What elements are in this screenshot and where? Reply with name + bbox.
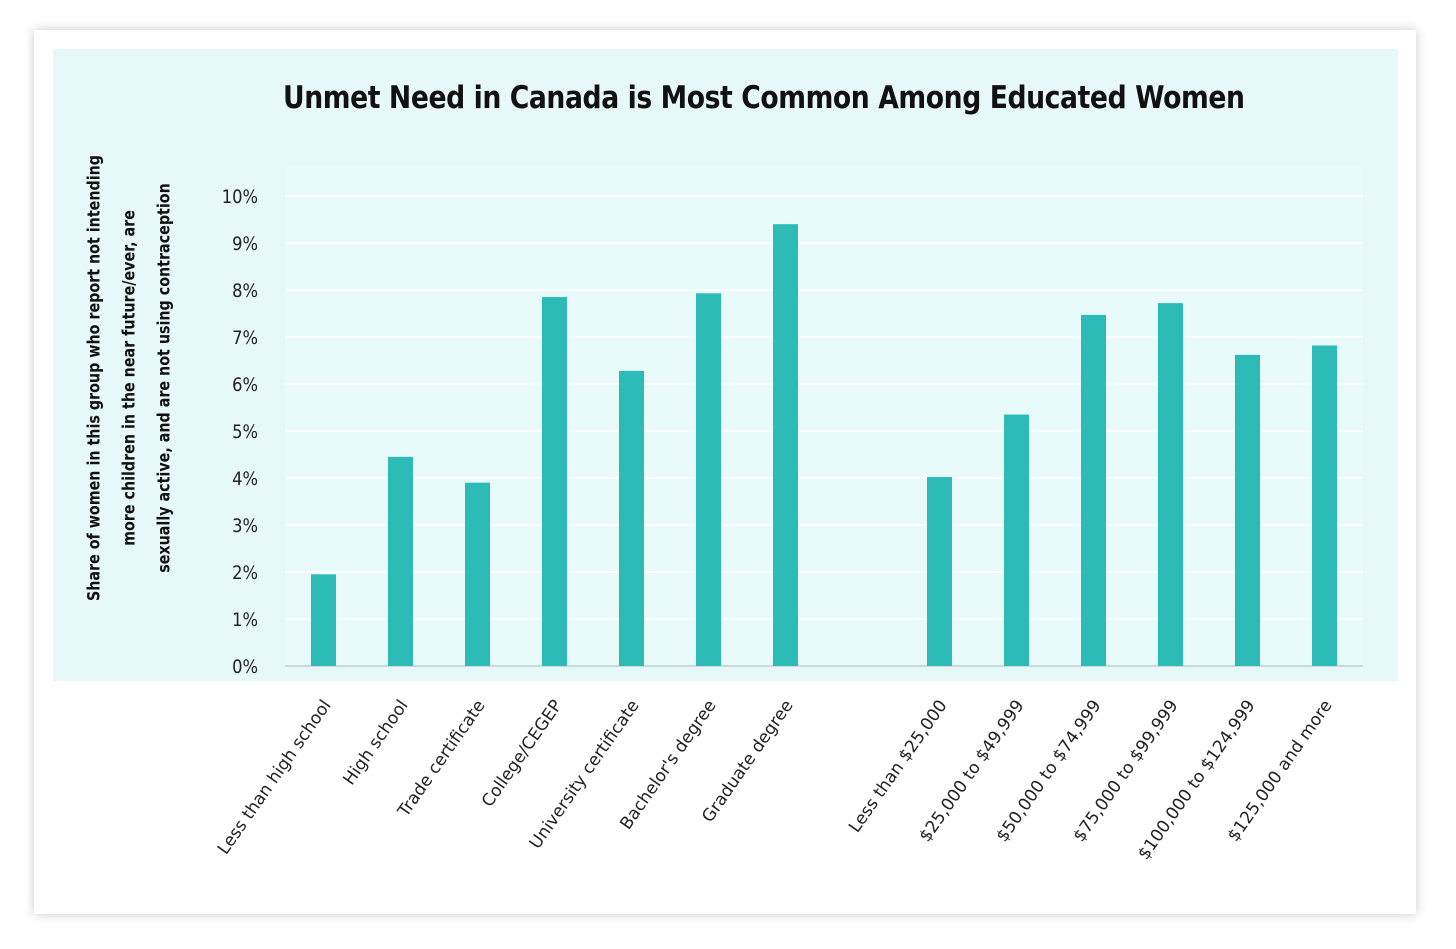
y-tick-label: 10% (222, 187, 258, 208)
chart-title: Unmet Need in Canada is Most Common Amon… (283, 80, 1245, 116)
bar (1004, 414, 1029, 666)
y-tick-label: 7% (232, 328, 258, 349)
y-tick-label: 1% (232, 610, 258, 631)
bar (311, 574, 336, 666)
y-tick-label: 6% (232, 375, 258, 396)
y-tick-label: 5% (232, 422, 258, 443)
bar (1081, 314, 1106, 666)
x-tick-label: College/CEGEP (478, 696, 567, 811)
bar (1235, 354, 1260, 666)
bar (696, 293, 721, 666)
bar (1312, 345, 1337, 666)
y-tick-label: 4% (232, 469, 258, 490)
bar (542, 297, 567, 666)
bar (927, 477, 952, 666)
y-tick-label: 9% (232, 234, 258, 255)
bar (619, 370, 644, 666)
bar (465, 482, 490, 666)
bar (388, 456, 413, 666)
y-tick-label: 0% (232, 657, 258, 678)
x-tick-label: Trade certificate (394, 696, 490, 821)
plot-area (285, 167, 1363, 667)
y-tick-label: 8% (232, 281, 258, 302)
x-tick-label: Less than high school (214, 696, 336, 858)
bar (1158, 303, 1183, 666)
y-tick-label: 3% (232, 516, 258, 537)
bar (773, 224, 798, 666)
y-tick-label: 2% (232, 563, 258, 584)
x-tick-label: High school (339, 696, 412, 789)
